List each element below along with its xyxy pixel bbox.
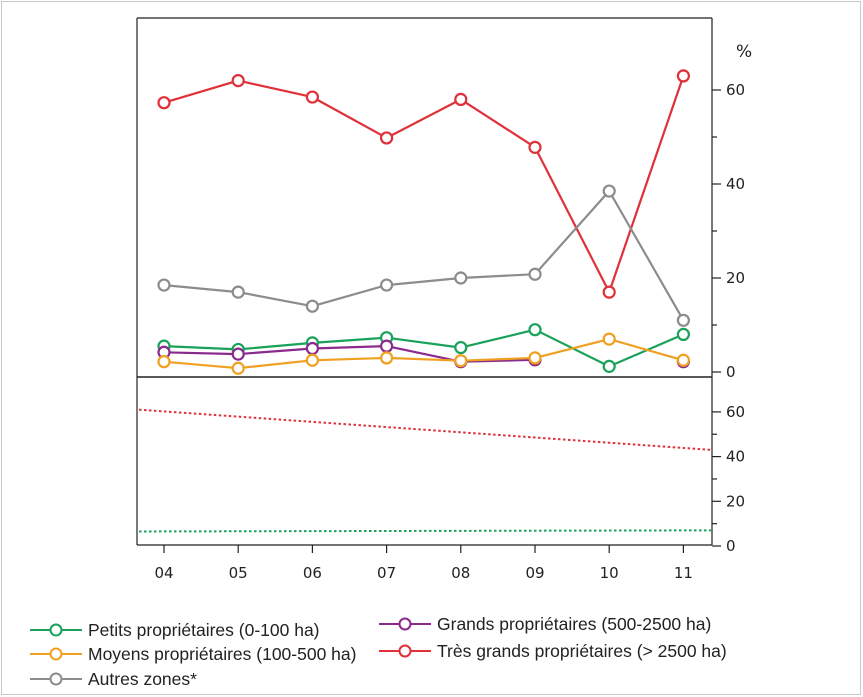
bottom-y-tick-label: 40 <box>726 448 745 466</box>
series-line <box>163 338 684 370</box>
data-point <box>380 351 394 365</box>
legend-label: Très grands propriétaires (> 2500 ha) <box>437 641 727 661</box>
data-point <box>676 353 691 367</box>
data-point <box>231 73 245 88</box>
data-point <box>231 361 245 375</box>
data-point <box>454 92 468 107</box>
data-point <box>380 339 394 353</box>
legend-item: Petits propriétaires (0-100 ha) <box>30 620 320 640</box>
data-point <box>157 278 171 292</box>
data-point <box>528 323 542 337</box>
data-point <box>305 299 319 313</box>
legend-swatch-marker <box>398 617 412 631</box>
legend-item: Très grands propriétaires (> 2500 ha) <box>379 641 727 661</box>
legend-label: Grands propriétaires (500-2500 ha) <box>437 614 711 634</box>
legend-label: Petits propriétaires (0-100 ha) <box>88 620 320 640</box>
data-point <box>454 271 468 285</box>
legend-swatch-marker <box>49 623 63 637</box>
top-y-tick-label: 60 <box>726 81 745 99</box>
bottom-y-tick-label: 20 <box>726 492 745 510</box>
legend-label: Moyens propriétaires (100-500 ha) <box>88 644 356 664</box>
series-tres_grands <box>157 69 691 299</box>
bottom-y-tick-label: 60 <box>726 403 745 421</box>
data-point <box>157 355 171 369</box>
x-tick-label: 07 <box>377 564 396 582</box>
legend-label: Autres zones* <box>88 669 197 689</box>
bottom-y-tick-label: 0 <box>726 537 736 555</box>
legend-item: Moyens propriétaires (100-500 ha) <box>30 644 356 664</box>
top-y-tick-label: 0 <box>726 363 736 381</box>
data-point <box>231 347 245 361</box>
data-point <box>305 90 319 104</box>
data-point <box>602 285 616 299</box>
data-point <box>305 341 319 356</box>
series-line <box>163 189 685 321</box>
top-panel <box>157 69 691 375</box>
data-point <box>676 327 691 341</box>
data-point <box>454 340 468 355</box>
x-tick-label: 11 <box>674 564 693 582</box>
data-point <box>380 131 394 145</box>
legend-swatch-marker <box>49 672 63 686</box>
trend-line <box>138 408 712 451</box>
top-y-tick-label: 40 <box>726 175 745 193</box>
data-point <box>602 359 616 373</box>
legend-swatch-marker <box>49 647 63 661</box>
x-tick-label: 05 <box>229 564 248 582</box>
data-point <box>528 140 542 154</box>
data-point <box>602 332 616 346</box>
x-tick-label: 04 <box>154 564 173 582</box>
data-point <box>676 313 691 327</box>
series-line <box>163 75 685 294</box>
trend-line <box>138 529 712 533</box>
legend-item: Autres zones* <box>30 669 197 689</box>
legend: Petits propriétaires (0-100 ha) Grands pr… <box>30 614 727 689</box>
top-y-tick-label: 20 <box>726 269 745 287</box>
series-line <box>163 328 684 368</box>
x-tick-label: 06 <box>303 564 322 582</box>
legend-item: Grands propriétaires (500-2500 ha) <box>379 614 711 634</box>
chart-axes: % 0 20 40 60 0 20 40 60 <box>136 17 752 555</box>
data-point <box>528 351 542 365</box>
data-point <box>305 353 319 367</box>
x-tick-label: 10 <box>600 564 619 582</box>
data-point <box>380 278 394 292</box>
data-point <box>231 285 245 299</box>
series-autres <box>157 184 691 327</box>
series-moyens <box>157 332 691 375</box>
data-point <box>528 267 542 281</box>
bottom-panel <box>138 408 712 533</box>
data-point <box>676 69 691 83</box>
y-unit-label: % <box>736 42 752 62</box>
legend-swatch-marker <box>398 644 412 658</box>
x-axis-ticks: 04 05 06 07 08 09 10 11 <box>154 545 693 582</box>
data-point <box>602 184 616 198</box>
x-tick-label: 09 <box>525 564 544 582</box>
x-tick-label: 08 <box>451 564 470 582</box>
data-point <box>157 96 171 110</box>
data-point <box>454 354 468 368</box>
